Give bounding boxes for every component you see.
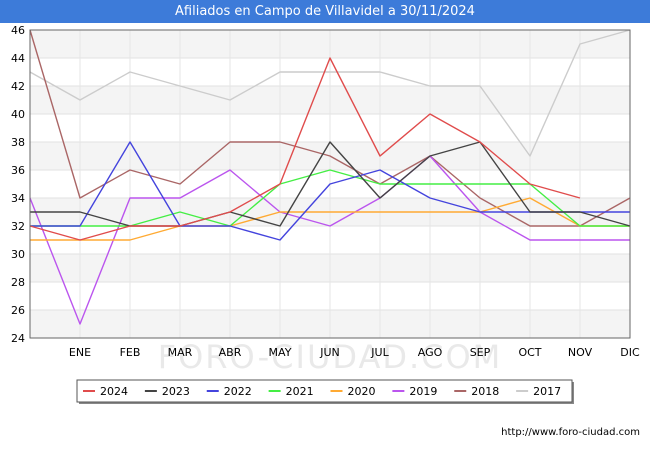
legend-label-2022: 2022	[224, 385, 252, 398]
y-tick-label: 44	[11, 52, 25, 65]
series-line-2019	[29, 155, 630, 325]
legend-label-2021: 2021	[286, 385, 314, 398]
legend-label-2023: 2023	[162, 385, 190, 398]
x-tick-label: AGO	[418, 346, 443, 359]
x-tick-label: NOV	[568, 346, 593, 359]
legend-box	[76, 379, 573, 403]
chart-title: Afiliados en Campo de Villavidel a 30/11…	[0, 0, 650, 23]
y-tick-label: 34	[11, 192, 25, 205]
series-line-2018	[29, 29, 631, 227]
legend-label-2018: 2018	[471, 385, 499, 398]
legend-label-2019: 2019	[409, 385, 437, 398]
x-tick-label: JUL	[370, 346, 389, 359]
x-axis-ticks: ENE FEB MAR ABR MAY JUN JUL AGO SEP OCT NOV DIC	[69, 346, 640, 359]
y-tick-label: 46	[11, 24, 25, 37]
legend: 2024 2023 2022 2021 2020 2019 2018 2017	[76, 379, 574, 404]
x-tick-label: MAY	[269, 346, 292, 359]
source-credit: http://www.foro-ciudad.com	[501, 427, 640, 438]
series-line-2017	[29, 29, 631, 157]
y-tick-label: 30	[11, 248, 25, 261]
x-tick-label: ENE	[69, 346, 91, 359]
x-tick-label: ABR	[219, 346, 242, 359]
y-tick-label: 38	[11, 136, 25, 149]
legend-label-2020: 2020	[348, 385, 376, 398]
y-tick-label: 28	[11, 276, 25, 289]
y-tick-label: 32	[11, 220, 25, 233]
y-tick-label: 36	[11, 164, 25, 177]
y-tick-label: 26	[11, 304, 25, 317]
x-tick-label: MAR	[168, 346, 193, 359]
x-tick-label: DIC	[620, 346, 640, 359]
y-tick-label: 24	[11, 332, 25, 345]
legend-label-2017: 2017	[533, 385, 561, 398]
x-tick-label: OCT	[518, 346, 541, 359]
series-line-2024	[29, 57, 581, 241]
x-tick-label: FEB	[120, 346, 141, 359]
y-tick-label: 40	[11, 108, 25, 121]
legend-label-2024: 2024	[100, 385, 128, 398]
series-lines	[29, 29, 631, 325]
x-tick-label: SEP	[470, 346, 491, 359]
watermark: FORO-CIUDAD.COM	[158, 338, 503, 376]
y-tick-label: 42	[11, 80, 25, 93]
y-axis-ticks: 24 26 28 30 32 34 36 38 40 42 44 46	[11, 24, 25, 345]
plot-border	[29, 29, 631, 339]
x-tick-label: JUN	[319, 346, 340, 359]
series-line-2020	[30, 197, 630, 241]
